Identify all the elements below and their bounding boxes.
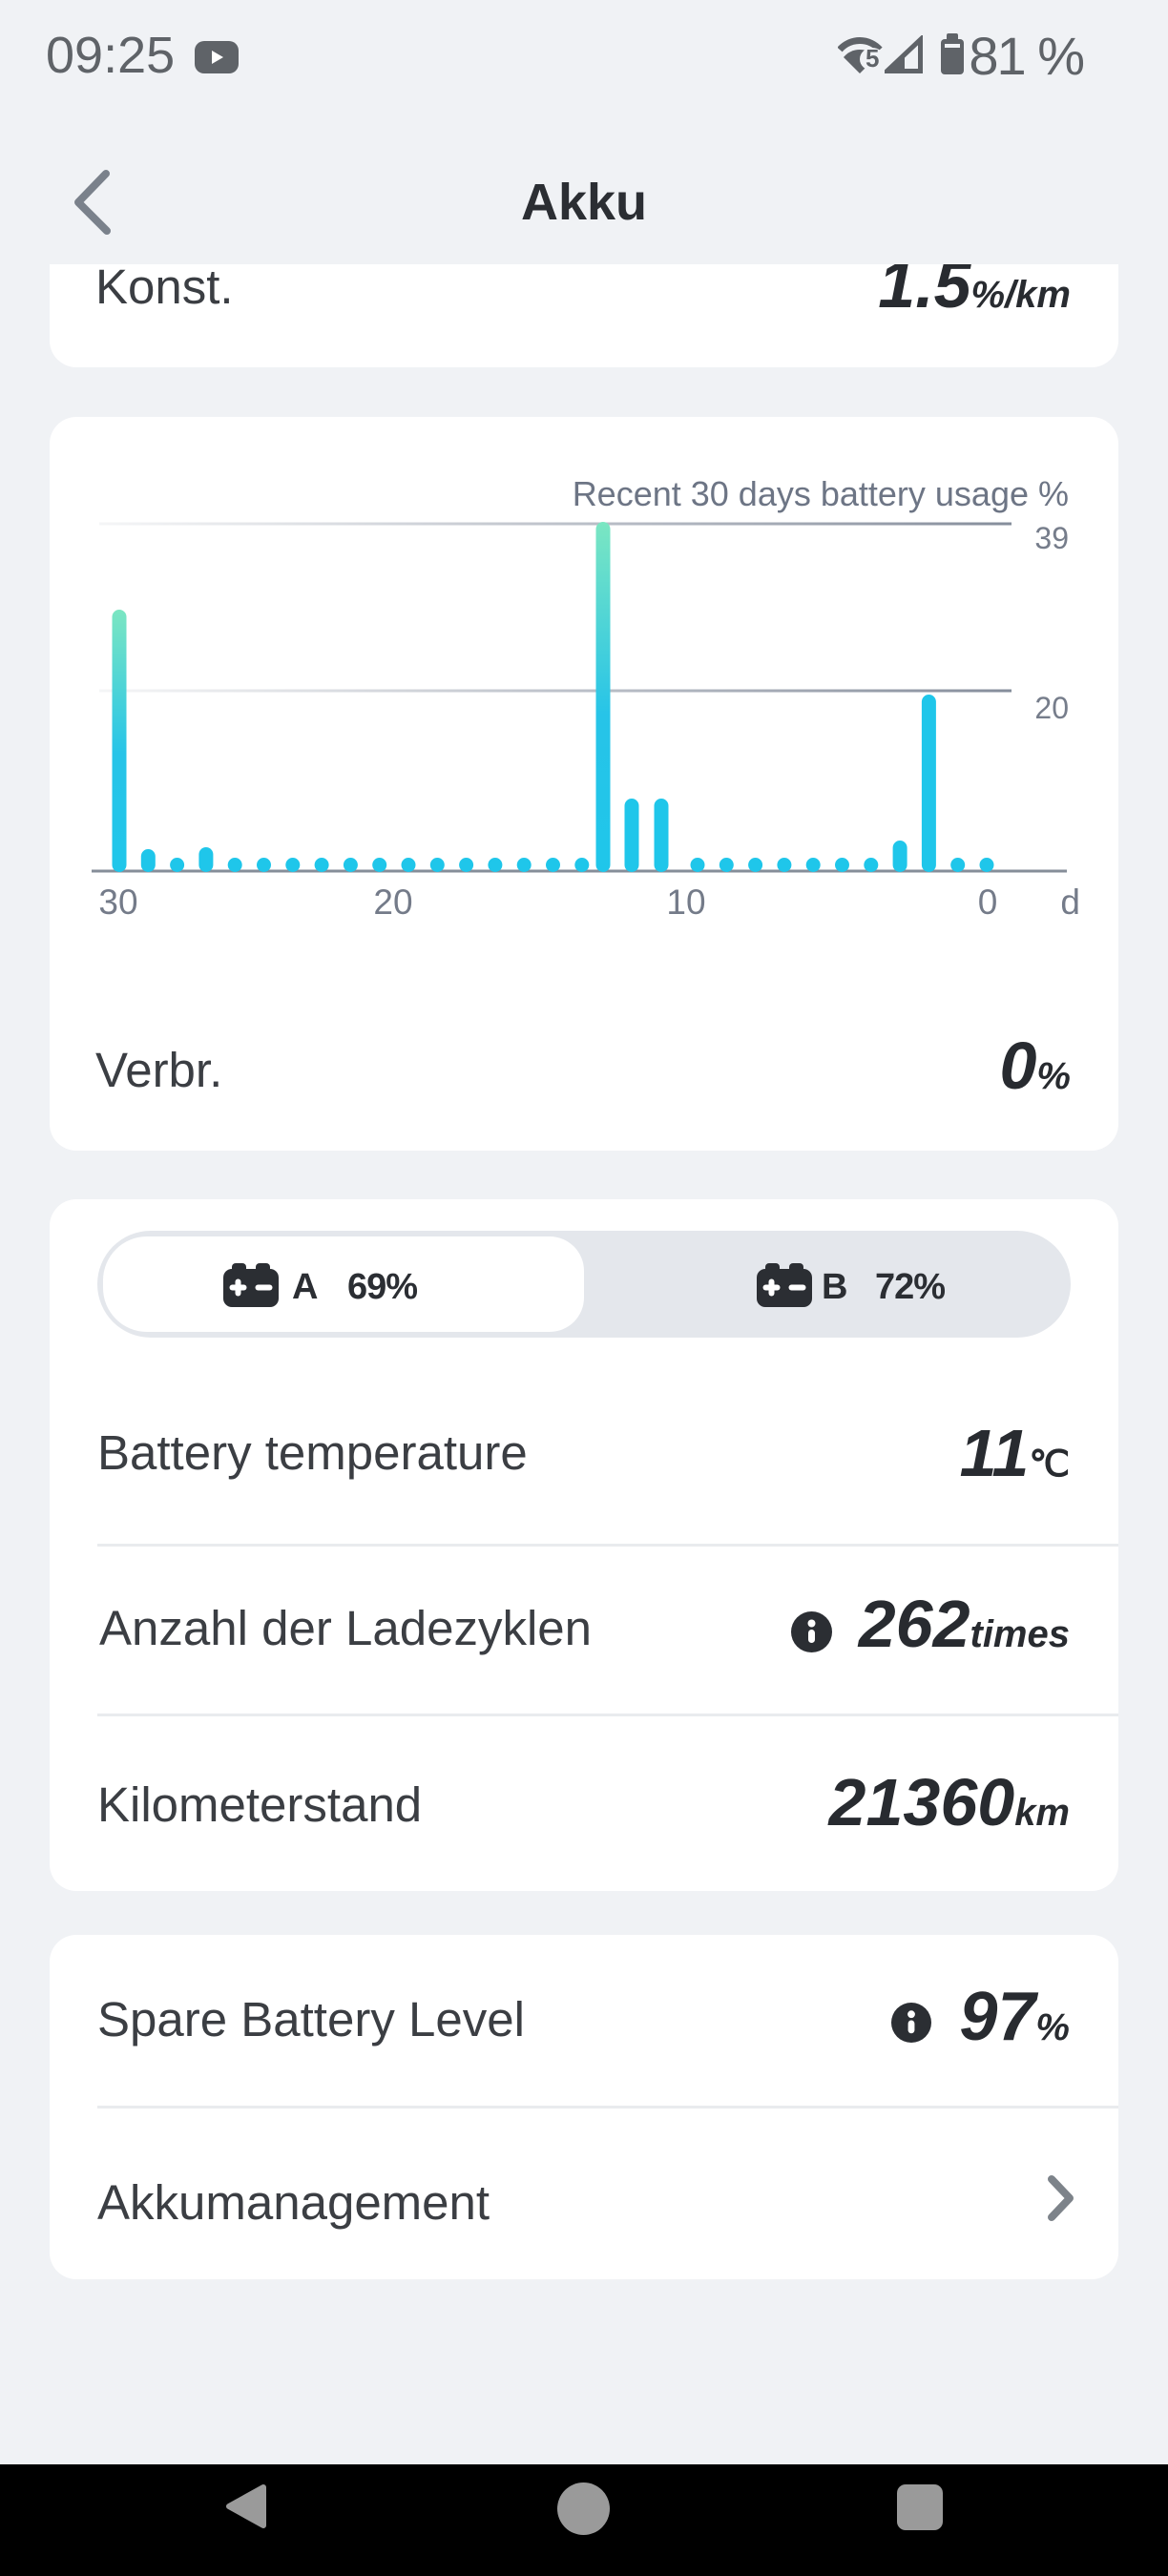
- svg-text:d: d: [1060, 883, 1080, 922]
- svg-text:20: 20: [373, 883, 412, 922]
- svg-text:10: 10: [666, 883, 705, 922]
- svg-text:Recent 30 days battery usage %: Recent 30 days battery usage %: [573, 474, 1069, 513]
- svg-text:0: 0: [978, 883, 998, 922]
- svg-text:39: 39: [1034, 521, 1069, 555]
- svg-text:30: 30: [98, 883, 137, 922]
- svg-text:20: 20: [1034, 691, 1069, 725]
